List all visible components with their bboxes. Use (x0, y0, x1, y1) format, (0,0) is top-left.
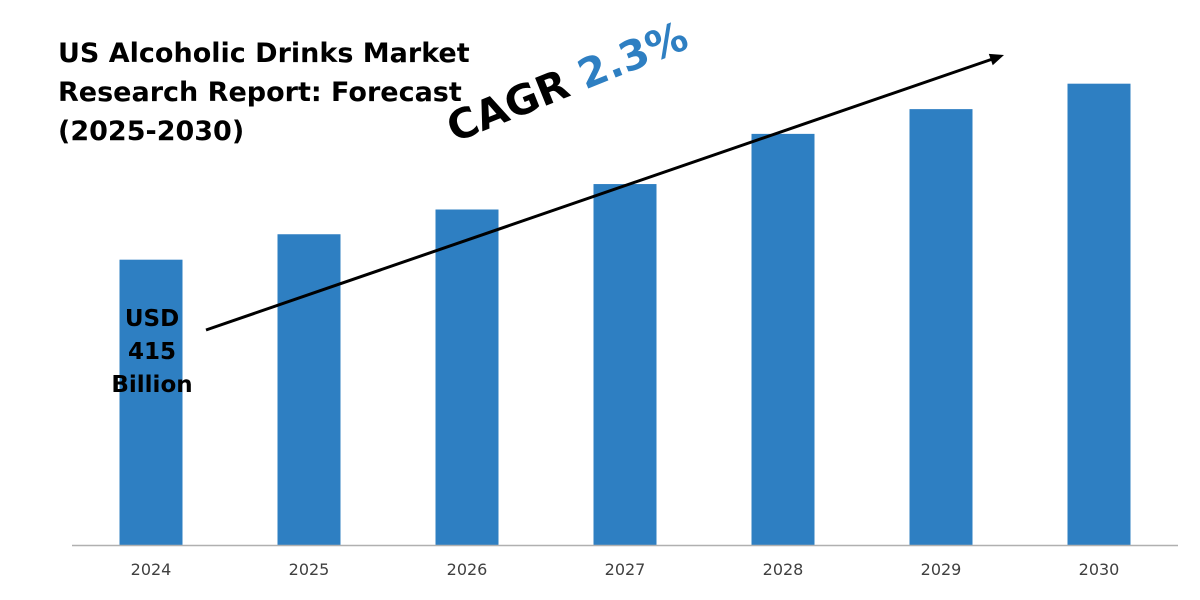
trend-arrow (205, 53, 1004, 332)
bars-group (119, 83, 1131, 545)
callout-line-3: Billion (111, 372, 193, 398)
x-tick-label-2028: 2028 (763, 560, 804, 579)
x-tick-label-2024: 2024 (131, 560, 172, 579)
bar-2025 (277, 234, 341, 545)
x-tick-label-2029: 2029 (921, 560, 962, 579)
chart-title-line-1: US Alcoholic Drinks Market (58, 38, 470, 69)
bar-2028 (751, 133, 815, 545)
trend-arrow-line (205, 57, 995, 332)
chart-title-line-2: Research Report: Forecast (58, 77, 462, 108)
trend-arrow-head (988, 53, 1004, 66)
x-tick-label-2025: 2025 (289, 560, 330, 579)
bar-2029 (909, 109, 973, 545)
bar-2024 (119, 259, 183, 545)
x-tick-label-2026: 2026 (447, 560, 488, 579)
callout-line-2: 415 (127, 339, 176, 365)
market-size-callout: USD 415 Billion (96, 303, 208, 402)
x-tick-label-2027: 2027 (605, 560, 646, 579)
bar-2027 (593, 184, 657, 545)
x-tick-labels: 2024 2025 2026 2027 2028 2029 2030 (131, 560, 1120, 579)
bar-2030 (1067, 83, 1131, 545)
chart-title-line-3: (2025-2030) (58, 116, 245, 147)
chart-title: US Alcoholic Drinks Market Research Repo… (58, 34, 518, 151)
bar-2026 (435, 209, 499, 545)
x-tick-label-2030: 2030 (1079, 560, 1120, 579)
callout-line-1: USD (124, 306, 180, 332)
